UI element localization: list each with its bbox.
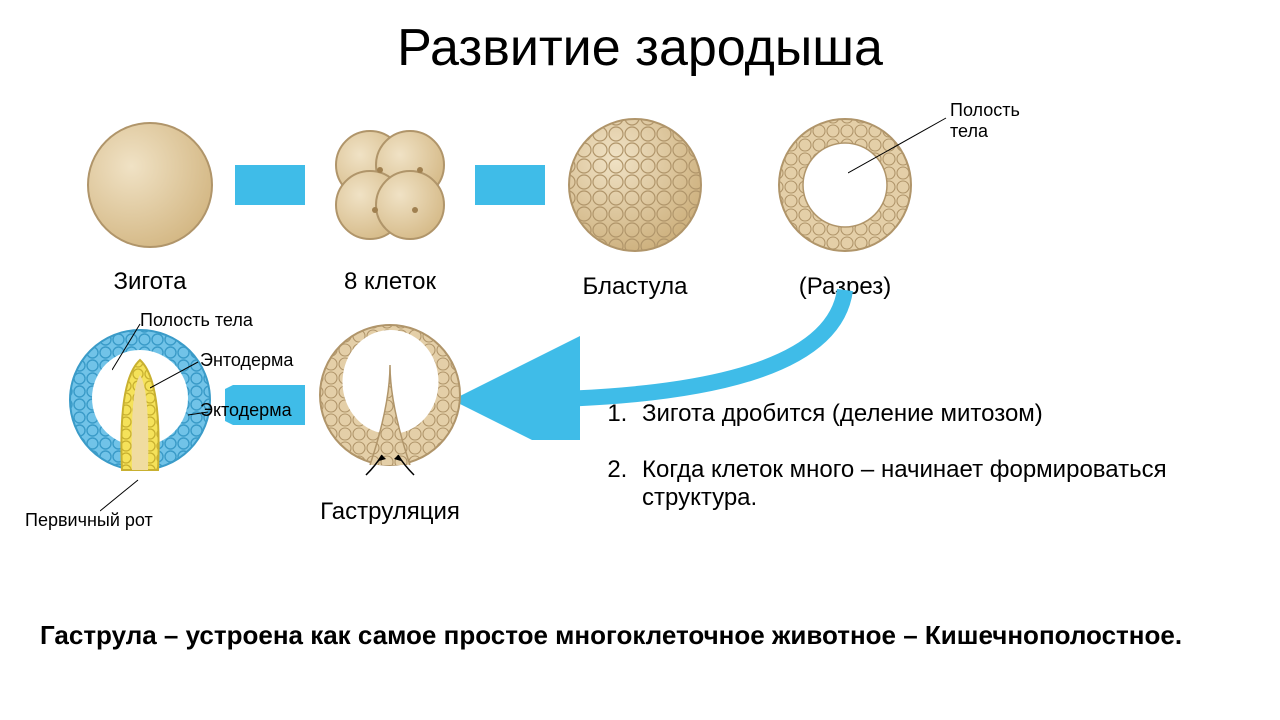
stage-gastrulation: Гаструляция	[310, 315, 470, 526]
eight-cells-label: 8 клеток	[320, 268, 460, 296]
blastula-icon	[560, 110, 710, 260]
stage-blastula: Бластула	[560, 110, 710, 301]
gastrulation-label: Гаструляция	[310, 498, 470, 526]
page-title: Развитие зародыша	[0, 18, 1280, 78]
annotation-body-cavity-2-line	[112, 322, 142, 372]
annotation-endoderm: Энтодерма	[200, 350, 293, 371]
list-item-2: Когда клеток много – начинает формироват…	[634, 456, 1220, 512]
annotation-ectoderm-line	[188, 410, 208, 420]
annotation-body-cavity-2: Полость тела	[140, 310, 253, 331]
conclusion-text: Гаструла – устроена как самое простое мн…	[40, 620, 1240, 651]
stage-zygote: Зигота	[80, 115, 220, 296]
gastrulation-icon	[310, 315, 470, 485]
arrow-2	[475, 165, 545, 210]
annotation-endoderm-line	[150, 360, 200, 390]
zygote-label: Зигота	[80, 268, 220, 296]
annotation-primary-mouth: Первичный рот	[25, 510, 153, 531]
description-list: Зигота дробится (деление митозом) Когда …	[600, 400, 1220, 540]
eight-cells-icon	[320, 115, 460, 255]
annotation-ectoderm: Эктодерма	[200, 400, 292, 421]
list-item-1: Зигота дробится (деление митозом)	[634, 400, 1220, 428]
zygote-icon	[80, 115, 220, 255]
stage-eight-cells: 8 клеток	[320, 115, 460, 296]
arrow-1	[235, 165, 305, 210]
annotation-body-cavity-line	[848, 115, 948, 185]
annotation-primary-mouth-line	[100, 478, 150, 513]
annotation-body-cavity: Полость тела	[950, 100, 1020, 142]
